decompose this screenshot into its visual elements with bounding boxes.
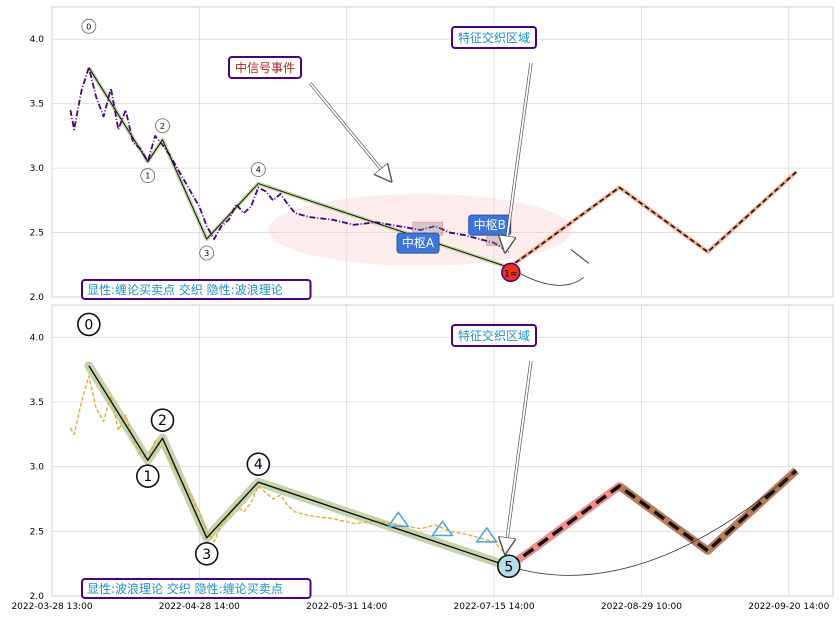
wave-label-circle — [150, 408, 175, 433]
wave-label-circle — [199, 245, 215, 261]
y-tick-label: 2.5 — [30, 527, 44, 537]
event-arrow — [505, 360, 532, 553]
wave-label-circle — [155, 118, 170, 134]
forecast-line — [507, 469, 798, 568]
wave-label: 4 — [256, 166, 261, 175]
pivot-zone-box — [486, 234, 502, 246]
wave-label: 3 — [204, 249, 209, 258]
wave-zigzag-line — [88, 365, 510, 567]
projection-arc — [508, 470, 797, 576]
pivot-zone-label: 中枢B — [474, 217, 506, 232]
wave-label: 1 — [145, 172, 150, 181]
event-label: 特征交织区域 — [458, 328, 530, 343]
y-tick-label: 2.5 — [30, 229, 44, 239]
wave-label: 4 — [254, 457, 263, 473]
triangle-marker — [386, 511, 410, 528]
wave-label: 2 — [160, 122, 165, 131]
pivot-zone-label: 中枢A — [402, 235, 435, 250]
price-series-line — [69, 375, 510, 558]
wave-label-circle — [246, 452, 271, 476]
forecast-line — [508, 171, 797, 269]
wave-label: 5 — [504, 559, 513, 575]
wave-label: 2 — [158, 413, 167, 429]
legend-text: 显性:缠论买卖点 交织 隐性:波浪理论 — [87, 282, 283, 297]
event-arrow — [309, 82, 391, 181]
x-tick-label: 2022-07-15 14:00 — [454, 602, 535, 612]
event-label-box — [228, 56, 302, 79]
wave-label: 3 — [202, 547, 211, 563]
pivot-zone-label-box — [468, 214, 512, 236]
wave-label-circle — [81, 18, 97, 34]
legend-text: 显性:波浪理论 交织 隐性:缠论买卖点 — [87, 581, 283, 596]
wave-label-circle — [250, 162, 266, 177]
wave-label-circle — [135, 464, 160, 489]
wave-label: 0 — [84, 317, 93, 333]
pivot-zone-label-box — [396, 232, 440, 254]
event-label: 特征交织区域 — [458, 30, 530, 45]
event-label: 中信号事件 — [235, 60, 295, 75]
y-tick-label: 3.0 — [30, 463, 45, 473]
y-tick-label: 4.0 — [30, 35, 45, 45]
triangle-marker — [431, 520, 454, 537]
signal-marker-circle — [501, 262, 521, 283]
wave-label: 1 — [143, 469, 152, 485]
bottom-panel: 2.0 2.5 3.0 3.5 4.0 2022-03-28 13:00 2022-04-2… — [11, 304, 834, 612]
wave-label-circle — [77, 312, 101, 337]
y-tick-label: 3.5 — [30, 100, 44, 110]
event-label-box — [451, 26, 537, 49]
x-tick-label: 2022-09-20 14:00 — [748, 602, 829, 612]
wave-label: 0 — [86, 22, 91, 31]
triangle-marker — [475, 526, 499, 543]
wave-label-circle — [140, 168, 156, 184]
event-label-box — [451, 324, 537, 347]
signal-marker-label: 1= — [504, 269, 517, 279]
legend-box — [81, 578, 312, 599]
event-arrow — [505, 62, 532, 252]
y-tick-label: 2.0 — [30, 293, 45, 303]
y-tick-label: 3.0 — [30, 164, 45, 174]
x-tick-label: 2022-08-29 10:00 — [601, 602, 682, 612]
wave-zigzag-line — [88, 67, 509, 268]
price-series-line — [69, 66, 510, 253]
wave-label-circle — [194, 541, 219, 566]
legend-box — [81, 279, 312, 300]
y-tick-label: 4.0 — [30, 333, 45, 343]
x-tick-label: 2022-03-28 13:00 — [11, 602, 92, 612]
projection-tick — [570, 248, 590, 264]
y-tick-label: 3.5 — [30, 398, 44, 408]
y-tick-label: 2.0 — [30, 592, 45, 602]
x-tick-label: 2022-04-28 14:00 — [159, 602, 240, 612]
x-tick-label: 2022-05-31 14:00 — [306, 602, 387, 612]
top-panel: 2.0 2.5 3.0 3.5 4.0 中枢A 中枢B 0 1 2 3 4 1= 中信号事件 特征交织区域显… — [30, 6, 834, 303]
